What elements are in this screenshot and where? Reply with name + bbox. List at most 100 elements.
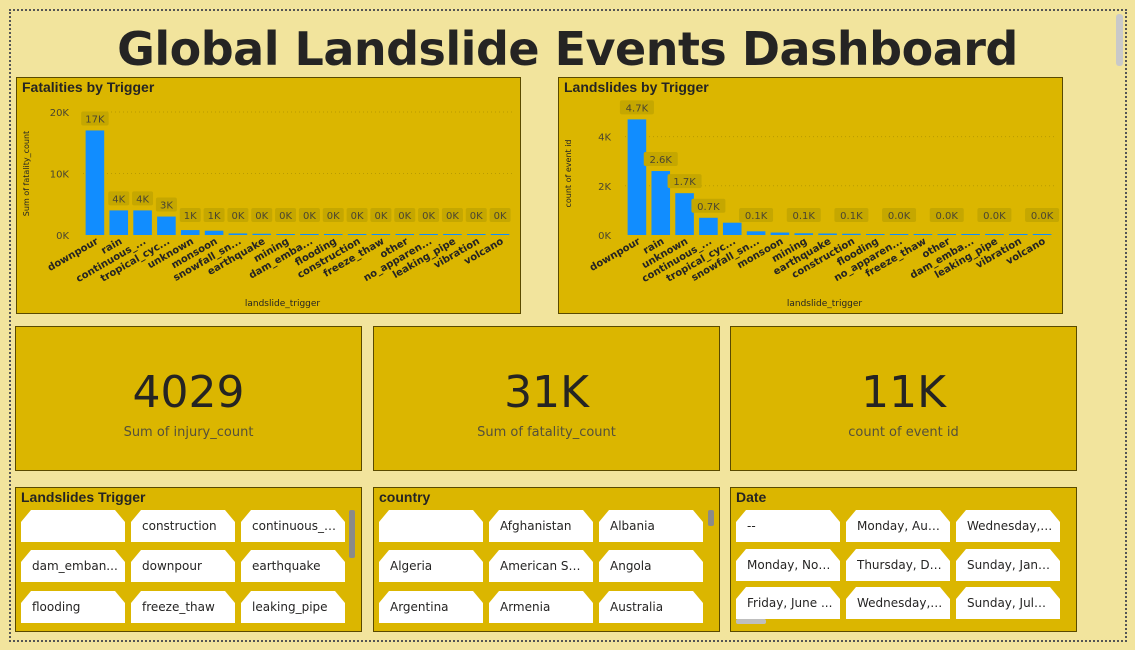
date-slicer-item[interactable]: Monday, Aug... xyxy=(846,510,950,542)
trigger-slicer-item-label: dam_emban... xyxy=(32,559,118,573)
date-slicer-scrollbar[interactable] xyxy=(736,619,766,624)
date-slicer-item[interactable]: Sunday, July ... xyxy=(956,587,1060,619)
bar-mining xyxy=(794,233,814,235)
trigger-slicer-item[interactable]: downpour xyxy=(131,550,235,582)
trigger-slicer[interactable]: Landslides Trigger construction continuou… xyxy=(15,487,362,632)
chip-background xyxy=(131,550,235,582)
date-slicer-item-label: Thursday, De... xyxy=(857,558,943,572)
fatalities-chart-title: Fatalities by Trigger xyxy=(22,79,155,95)
trigger-slicer-item-label: freeze_thaw xyxy=(142,600,215,614)
y-tick-label: 0K xyxy=(56,231,69,242)
bar-flooding xyxy=(323,234,343,235)
fatality-card-label: Sum of fatality_count xyxy=(477,425,616,440)
data-label: 0.0K xyxy=(936,211,959,222)
bar-rain xyxy=(109,210,129,235)
trigger-slicer-item[interactable]: flooding xyxy=(21,591,125,623)
chip-background xyxy=(599,591,703,623)
data-label: 1K xyxy=(208,211,221,222)
country-slicer-item[interactable]: Algeria xyxy=(379,550,483,582)
trigger-slicer-item[interactable]: leaking_pipe xyxy=(241,591,345,623)
data-label-bg xyxy=(834,208,869,222)
y-tick-label: 20K xyxy=(50,108,70,119)
injury-card[interactable]: 4029 Sum of injury_count xyxy=(15,326,362,471)
date-slicer-item[interactable]: Wednesday, J... xyxy=(956,510,1060,542)
country-slicer-item[interactable]: Angola xyxy=(599,550,703,582)
data-label-bg xyxy=(346,208,368,222)
x-axis-label: landslide_trigger xyxy=(245,299,321,309)
fatality-card[interactable]: 31K Sum of fatality_count xyxy=(373,326,720,471)
country-slicer-item[interactable] xyxy=(379,510,483,542)
bar-leaking-pipe xyxy=(443,234,462,235)
data-label: 0.1K xyxy=(840,211,863,222)
trigger-slicer-item[interactable] xyxy=(21,510,125,542)
y-tick-label: 2K xyxy=(598,182,611,193)
date-slicer-item[interactable]: Sunday, Janu... xyxy=(956,549,1060,581)
data-label: 0K xyxy=(494,211,507,222)
trigger-slicer-item-label: continuous_r... xyxy=(252,519,338,533)
trigger-slicer-item[interactable]: continuous_r... xyxy=(241,510,345,542)
data-label-bg xyxy=(465,208,487,222)
date-slicer-item[interactable]: Monday, Nov... xyxy=(736,549,840,581)
page-scrollbar[interactable] xyxy=(1116,14,1123,66)
chip-shape xyxy=(21,510,125,542)
trigger-slicer-item[interactable]: dam_emban... xyxy=(21,550,125,582)
data-label: 17K xyxy=(85,114,105,125)
bar-leaking-pipe xyxy=(985,234,1004,235)
data-label: 1.7K xyxy=(673,177,696,188)
date-slicer-item-label: Wednesday, J... xyxy=(967,519,1053,533)
trigger-slicer-scrollbar[interactable] xyxy=(349,510,355,558)
data-label-bg xyxy=(81,111,109,126)
date-slicer-item[interactable]: -- xyxy=(736,510,840,542)
country-slicer-item[interactable]: Armenia xyxy=(489,591,593,623)
chip-background xyxy=(21,510,125,542)
bar-unknown xyxy=(180,230,200,235)
bar-no-apparen--- xyxy=(419,234,438,235)
country-slicer-scrollbar[interactable] xyxy=(708,510,714,526)
country-slicer-item[interactable]: Australia xyxy=(599,591,703,623)
event-count-card[interactable]: 11K count of event id xyxy=(730,326,1077,471)
date-slicer-item[interactable]: Friday, June ... xyxy=(736,587,840,619)
data-label-bg xyxy=(155,197,177,212)
country-slicer-item[interactable]: Afghanistan xyxy=(489,510,593,542)
data-label-bg xyxy=(251,208,273,222)
data-label-bg xyxy=(179,208,201,222)
chip-shape xyxy=(379,591,483,623)
fatalities-chart-panel[interactable]: Fatalities by Trigger 0K 10K 20K Sum of fat… xyxy=(16,77,521,314)
trigger-slicer-item[interactable]: construction xyxy=(131,510,235,542)
trigger-slicer-item[interactable]: earthquake xyxy=(241,550,345,582)
country-slicer-item[interactable]: American Sa... xyxy=(489,550,593,582)
date-slicer[interactable]: Date -- Monday, Aug... Wednesday, J... Mond… xyxy=(730,487,1077,632)
chip-shape xyxy=(736,587,840,619)
data-label-bg xyxy=(643,152,678,167)
chip-shape xyxy=(599,550,703,582)
trigger-slicer-title: Landslides Trigger xyxy=(21,489,146,505)
data-label-bg xyxy=(1025,208,1060,222)
data-label: 0.7K xyxy=(697,202,720,213)
country-slicer-item[interactable]: Albania xyxy=(599,510,703,542)
data-label: 0.1K xyxy=(793,211,816,222)
data-label: 3K xyxy=(160,201,173,212)
data-label: 4K xyxy=(136,194,149,205)
x-axis-label: landslide_trigger xyxy=(787,299,863,309)
country-slicer-title: country xyxy=(379,489,431,505)
fatality-card-value: 31K xyxy=(504,367,589,418)
data-label: 4K xyxy=(112,194,125,205)
country-slicer[interactable]: country Afghanistan Albania Algeria America… xyxy=(373,487,720,632)
chip-background xyxy=(846,510,950,542)
country-slicer-item[interactable]: Argentina xyxy=(379,591,483,623)
bar-other xyxy=(937,234,957,235)
chip-shape xyxy=(846,510,950,542)
chip-background xyxy=(956,587,1060,619)
data-label: 0K xyxy=(255,211,268,222)
chip-shape xyxy=(736,510,840,542)
landslides-chart-panel[interactable]: Landslides by Trigger 0K 2K 4K count of eve… xyxy=(558,77,1063,314)
date-slicer-item[interactable]: Wednesday, J... xyxy=(846,587,950,619)
data-label-bg xyxy=(739,208,774,222)
data-label-bg xyxy=(882,208,917,222)
data-label-bg xyxy=(929,208,964,222)
date-slicer-title: Date xyxy=(736,489,767,505)
date-slicer-item[interactable]: Thursday, De... xyxy=(846,549,950,581)
chip-background xyxy=(379,550,483,582)
chip-shape xyxy=(131,591,235,623)
trigger-slicer-item[interactable]: freeze_thaw xyxy=(131,591,235,623)
